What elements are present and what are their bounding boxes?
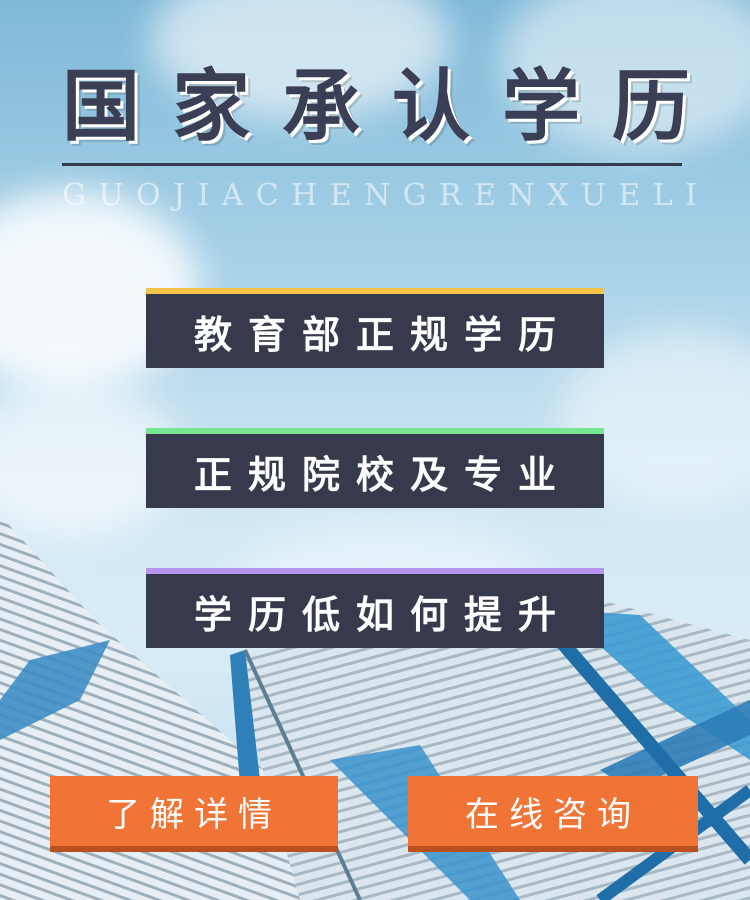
feature-tag-education-ministry: 教育部正规学历 bbox=[146, 288, 604, 368]
online-consult-button[interactable]: 在线咨询 bbox=[408, 776, 698, 846]
tag-accent-bar bbox=[146, 428, 604, 434]
title-char: 国 bbox=[62, 61, 141, 152]
title-char: 历 bbox=[611, 61, 690, 152]
tag-label: 教育部正规学历 bbox=[193, 311, 572, 357]
feature-tag-regular-schools: 正规院校及专业 bbox=[146, 428, 604, 508]
page-title: 国 家 承 认 学 历 bbox=[62, 62, 690, 152]
tag-accent-bar bbox=[146, 288, 604, 294]
title-char: 家 bbox=[171, 61, 250, 152]
learn-more-button[interactable]: 了解详情 bbox=[50, 776, 338, 846]
tag-label: 正规院校及专业 bbox=[193, 451, 572, 497]
tag-label: 学历低如何提升 bbox=[193, 591, 572, 637]
tag-accent-bar bbox=[146, 568, 604, 574]
pinyin-subtitle: GUOJIACHENGRENXUELI bbox=[62, 178, 710, 213]
title-divider bbox=[62, 163, 682, 166]
feature-tag-upgrade-degree: 学历低如何提升 bbox=[146, 568, 604, 648]
title-char: 认 bbox=[391, 61, 470, 152]
title-char: 承 bbox=[281, 61, 360, 152]
title-char: 学 bbox=[501, 61, 580, 152]
